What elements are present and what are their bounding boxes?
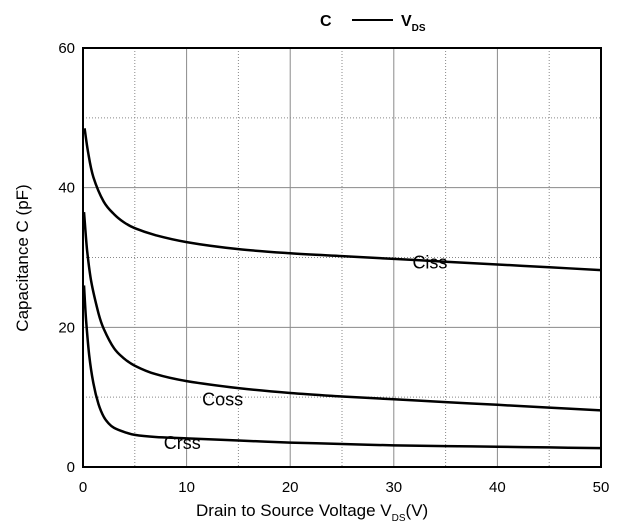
x-tick-label: 20 [282, 479, 299, 496]
chart-title-right: VDS [401, 13, 426, 34]
x-axis-label-sub: DS [392, 513, 406, 524]
y-tick-label: 0 [67, 459, 75, 476]
x-axis-ticks: 0 10 20 30 40 50 [79, 479, 610, 496]
plot-border [82, 47, 602, 468]
x-tick-label: 30 [385, 479, 402, 496]
chart-title-left: C [320, 13, 332, 30]
x-axis-label: Drain to Source Voltage VDS(V) [196, 501, 428, 524]
x-tick-label: 50 [593, 479, 610, 496]
chart-title-right-main: V [401, 13, 412, 30]
series-label-crss: Crss [164, 433, 201, 453]
series-label-ciss: Ciss [412, 253, 447, 273]
series-labels: Ciss Coss Crss [164, 253, 448, 453]
x-tick-label: 0 [79, 479, 87, 496]
x-axis-label-main: Drain to Source Voltage V [196, 501, 392, 520]
series-line-crss [82, 285, 602, 450]
series-label-coss: Coss [202, 390, 243, 410]
y-tick-label: 60 [58, 40, 75, 57]
y-axis-label: Capacitance C (pF) [13, 184, 32, 331]
y-tick-label: 40 [58, 180, 75, 197]
series-line-ciss [83, 128, 602, 272]
y-axis-ticks: 0 20 40 60 [58, 40, 75, 476]
chart-title-right-sub: DS [412, 23, 426, 34]
series-lines [82, 128, 602, 450]
x-tick-label: 10 [178, 479, 195, 496]
series-line-coss [82, 211, 602, 412]
x-tick-label: 40 [489, 479, 506, 496]
major-gridlines [83, 48, 601, 467]
y-tick-label: 20 [58, 319, 75, 336]
x-axis-label-suffix: (V) [406, 501, 429, 520]
